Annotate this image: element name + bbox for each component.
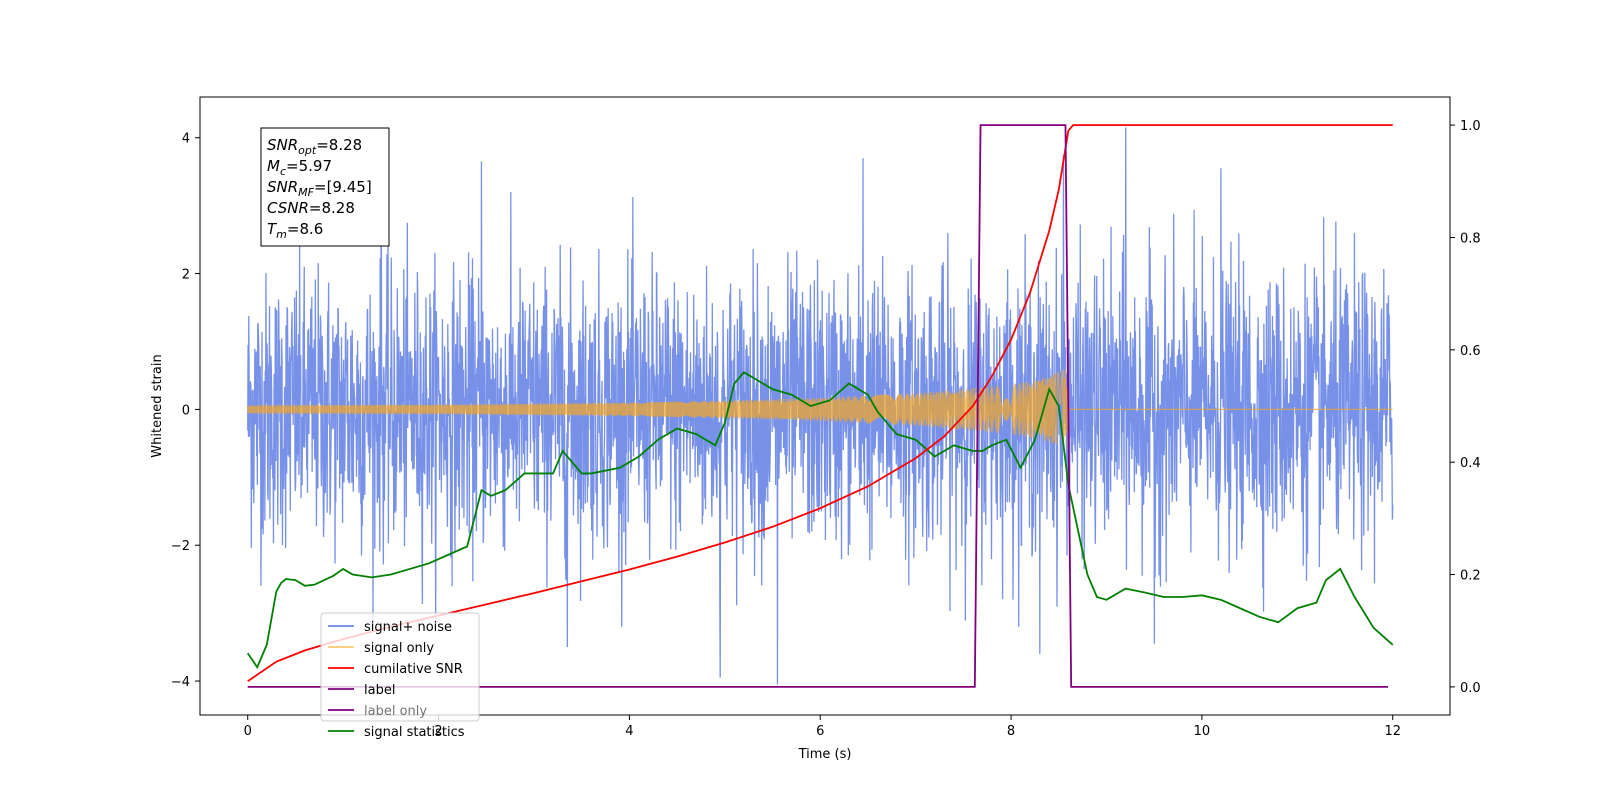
x-tick-label: 4 <box>625 724 633 739</box>
y2-tick-label: 0.2 <box>1460 569 1481 584</box>
y2-tick-label: 0.4 <box>1460 456 1481 471</box>
info-line: SNRMF=[9.45] <box>267 178 372 199</box>
x-tick-label: 6 <box>816 724 824 739</box>
x-tick-label: 12 <box>1384 724 1401 739</box>
info-line: Tm=8.6 <box>267 220 323 241</box>
legend-entry: signal statistics <box>364 725 465 740</box>
y-tick-label: 4 <box>182 132 190 147</box>
y-tick-label: 2 <box>182 268 190 283</box>
y-axis-label: Whitened strain <box>150 354 165 457</box>
legend-entry: cumilative SNR <box>364 662 463 677</box>
x-tick-label: 10 <box>1194 724 1211 739</box>
plot-area <box>246 124 1394 688</box>
info-box-frame <box>260 127 390 247</box>
legend-frame <box>320 612 480 722</box>
axes: 0 2 4 6 8 10 12 −4 −2 0 2 4 0.0 0.2 0.4 0.6 0.8 1.0 <box>171 119 1481 739</box>
x-axis-label: Time (s) <box>798 747 852 762</box>
legend-entry: label <box>364 683 395 698</box>
series-signal-noise-line <box>247 127 1394 685</box>
info-line: CSNR=8.28 <box>267 199 355 217</box>
legend-entry: signal only <box>364 641 434 656</box>
y-tick-label: −4 <box>171 675 190 690</box>
y2-tick-label: 0.0 <box>1460 681 1481 696</box>
info-line: Mc=5.97 <box>267 157 332 178</box>
y2-tick-label: 0.8 <box>1460 231 1481 246</box>
legend-entry: signal+ noise <box>364 620 452 635</box>
x-tick-label: 0 <box>244 724 252 739</box>
info-line: SNRopt=8.28 <box>267 136 362 157</box>
series-label-line <box>247 124 1388 688</box>
plot-frame <box>199 96 1451 716</box>
x-tick-label: 8 <box>1007 724 1015 739</box>
series-signal-only-line <box>247 369 1393 450</box>
y-tick-label: −2 <box>171 539 190 554</box>
legend: signal+ noise signal only cumilative SNR la… <box>320 612 480 740</box>
y2-tick-label: 0.6 <box>1460 344 1481 359</box>
x-tick-label: 2 <box>434 724 442 739</box>
y2-tick-label: 1.0 <box>1460 119 1481 134</box>
legend-entry: label only <box>364 704 427 719</box>
y-tick-label: 0 <box>182 403 190 418</box>
series-signal-statistics-line <box>246 371 1394 670</box>
